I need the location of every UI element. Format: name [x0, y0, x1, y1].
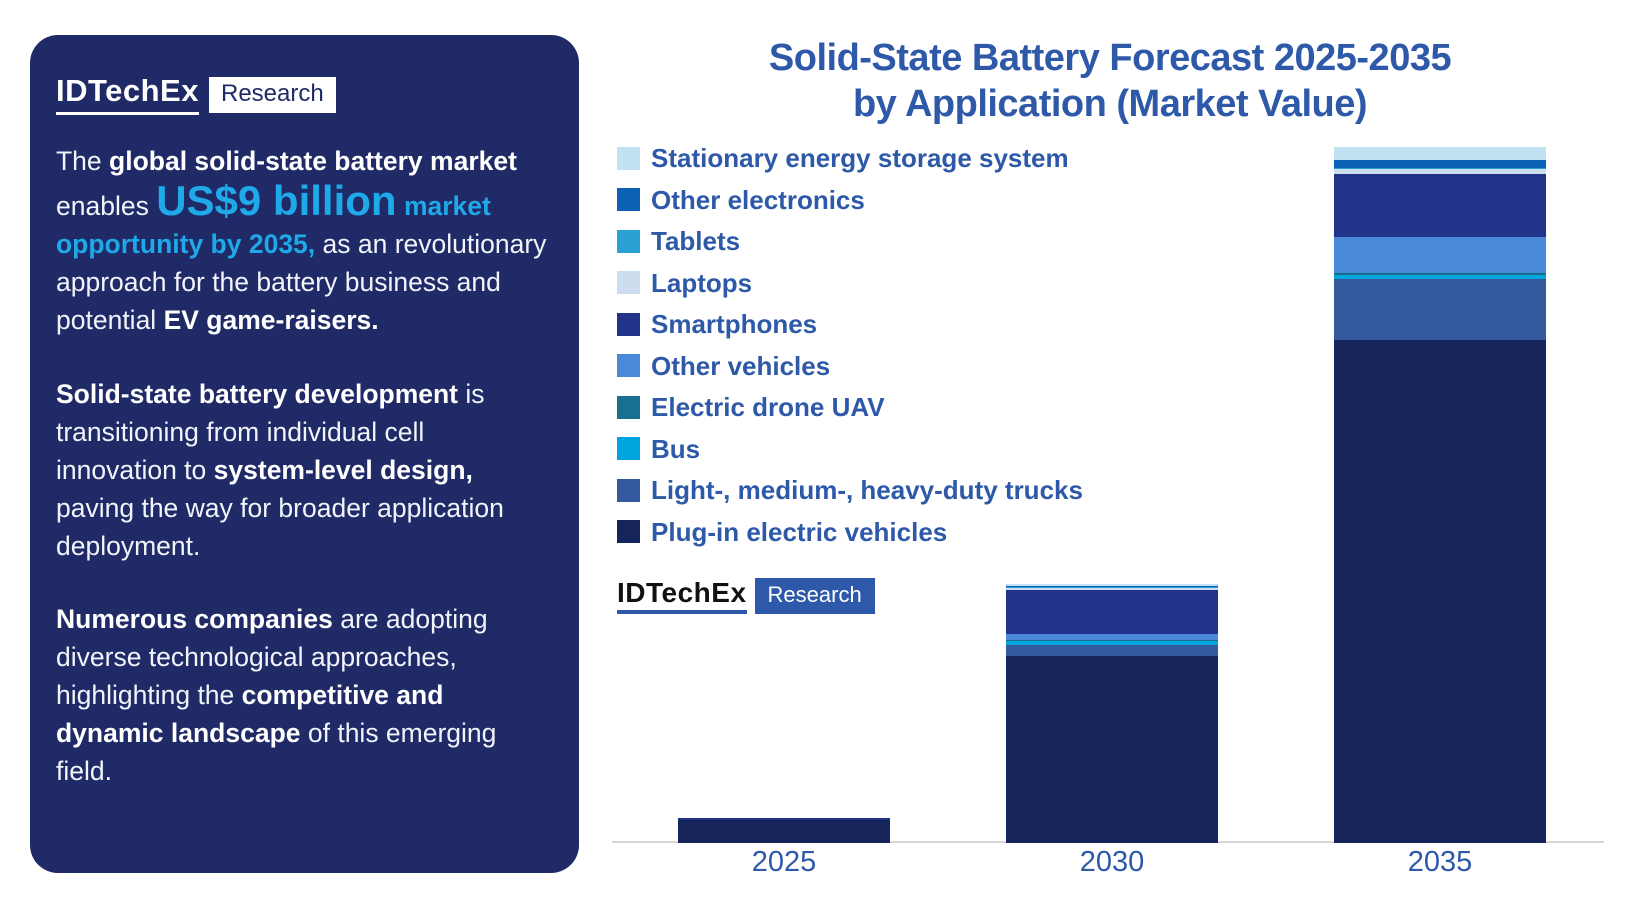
- text-segment: The: [56, 145, 110, 176]
- bar-segment: [1006, 633, 1218, 640]
- legend-item-8: Bus: [617, 433, 1083, 465]
- summary-paragraph-1: The global solid-state battery market en…: [56, 143, 551, 340]
- text-segment: of this emerging field.: [56, 718, 497, 787]
- idtechex-wordmark: IDTechEx: [617, 578, 747, 615]
- bar-segment: [1006, 585, 1218, 588]
- bar-segment: [1006, 639, 1218, 641]
- legend-swatch: [617, 188, 640, 211]
- chart-legend: Stationary energy storage system Other el…: [617, 142, 1083, 557]
- text-segment: as an revolutionary approach for the bat…: [56, 229, 547, 336]
- legend-label: Other vehicles: [651, 350, 831, 381]
- legend-swatch: [617, 520, 640, 543]
- text-segment: paving the way for broader application d…: [56, 492, 504, 561]
- bar-segment: [1006, 655, 1218, 843]
- bar-segment: [1006, 588, 1218, 590]
- bar-segment: [1334, 173, 1546, 238]
- legend-item-2: Other electronics: [617, 184, 1083, 216]
- bar-segment: [1334, 169, 1546, 174]
- legend-swatch: [617, 478, 640, 502]
- legend-label: Light-, medium-, heavy-duty trucks: [651, 475, 1083, 505]
- legend-swatch: [617, 271, 640, 294]
- legend-item-1: Stationary energy storage system: [617, 142, 1083, 174]
- legend-swatch: [617, 312, 640, 336]
- left-summary-panel: IDTechEx Research The global solid-state…: [30, 35, 579, 873]
- bar-segment: [1006, 589, 1218, 634]
- bar-2025: [678, 817, 890, 843]
- bar-segment: [1334, 167, 1546, 170]
- legend-item-4: Laptops: [617, 267, 1083, 299]
- idtechex-wordmark: IDTechEx: [56, 74, 199, 115]
- text-segment: competitive and dynamic landscape: [56, 680, 444, 749]
- text-segment: Solid-state battery development: [56, 379, 459, 409]
- bar-2030: [1006, 583, 1218, 843]
- legend-item-5: Smartphones: [617, 308, 1083, 340]
- legend-swatch: [617, 395, 640, 419]
- legend-swatch: [617, 437, 640, 460]
- legend-item-3: Tablets: [617, 225, 1083, 257]
- chart-title-line2: by Application (Market Value): [852, 82, 1368, 125]
- legend-label: Plug-in electric vehicles: [651, 516, 948, 547]
- legend-swatch: [617, 354, 640, 377]
- legend-label: Stationary energy storage system: [651, 143, 1069, 173]
- legend-label: Laptops: [651, 267, 753, 298]
- text-segment: enables: [56, 191, 157, 222]
- chart-title: Solid-State Battery Forecast 2025-2035 b…: [600, 36, 1620, 127]
- research-badge: Research: [754, 578, 875, 615]
- chart-title-line1: Solid-State Battery Forecast 2025-2035: [768, 37, 1452, 79]
- text-segment: EV game-raisers.: [163, 305, 379, 336]
- bar-segment: [1006, 640, 1218, 646]
- bar-segment: [1334, 274, 1546, 280]
- x-axis-label-2025: 2025: [751, 846, 817, 878]
- legend-label: Bus: [651, 433, 701, 464]
- bar-2035: [1334, 147, 1546, 843]
- text-segment: US$9 billion: [156, 177, 397, 225]
- text-segment: are adopting diverse technological appro…: [56, 604, 488, 711]
- summary-paragraph-2: Solid-state battery development is trans…: [56, 376, 551, 565]
- text-segment: system-level design,: [213, 454, 473, 485]
- bar-segment: [1006, 587, 1218, 589]
- legend-label: Electric drone UAV: [651, 392, 885, 422]
- bar-segment: [1334, 279, 1546, 341]
- legend-swatch: [617, 229, 640, 253]
- legend-item-10: Plug-in electric vehicles: [617, 516, 1083, 548]
- x-axis-label-2030: 2030: [1079, 846, 1145, 878]
- bar-segment: [1334, 273, 1546, 275]
- legend-item-9: Light-, medium-, heavy-duty trucks: [617, 474, 1083, 506]
- summary-paragraph-3: Numerous companies are adopting diverse …: [56, 601, 551, 790]
- bar-segment: [1334, 340, 1546, 843]
- text-segment: is transitioning from individual cell in…: [56, 379, 485, 485]
- bar-segment: [678, 819, 890, 843]
- legend-label: Smartphones: [651, 309, 818, 339]
- x-axis-label-2035: 2035: [1407, 846, 1473, 878]
- text-segment: global solid-state battery market: [109, 145, 517, 176]
- text-segment: Numerous companies: [56, 604, 333, 635]
- legend-item-7: Electric drone UAV: [617, 391, 1083, 423]
- bar-segment: [678, 817, 890, 820]
- text-segment: market opportunity by 2035,: [56, 191, 491, 260]
- legend-label: Tablets: [651, 226, 741, 256]
- bar-segment: [1006, 583, 1218, 586]
- bar-segment: [1334, 147, 1546, 161]
- legend-item-6: Other vehicles: [617, 350, 1083, 382]
- bar-segment: [1006, 645, 1218, 656]
- bar-segment: [1334, 160, 1546, 168]
- bar-segment: [1334, 237, 1546, 274]
- legend-swatch: [617, 146, 640, 170]
- research-badge: Research: [208, 76, 336, 113]
- chart-idtechex-logo: IDTechEx Research: [617, 578, 875, 615]
- legend-label: Other electronics: [651, 184, 865, 215]
- idtechex-logo: IDTechEx Research: [56, 74, 551, 115]
